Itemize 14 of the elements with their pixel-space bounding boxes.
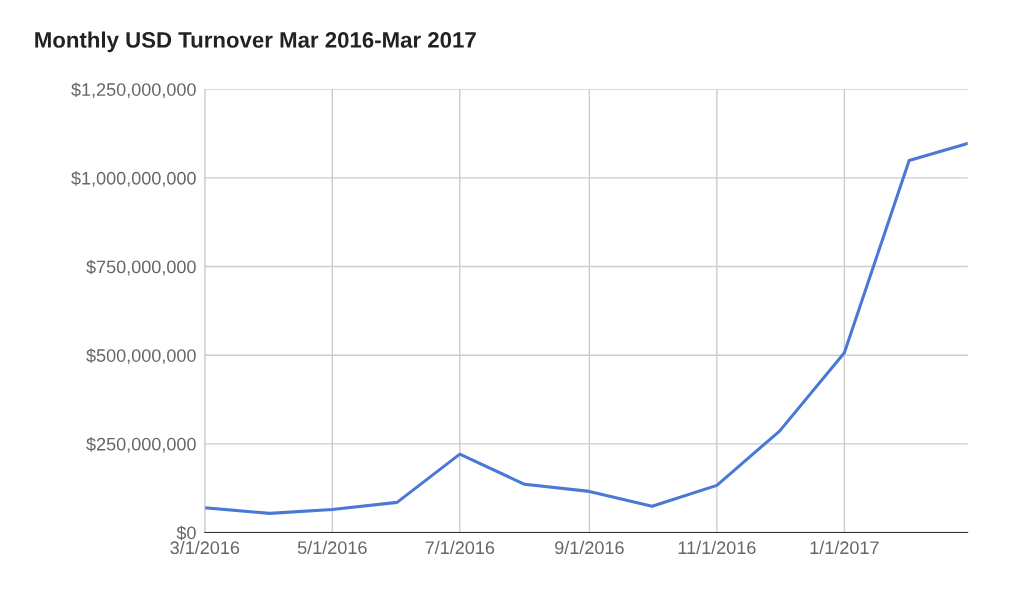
y-tick-label: $1,250,000,000 xyxy=(71,82,196,99)
y-tick-label: $750,000,000 xyxy=(86,259,196,276)
y-tick-label: $250,000,000 xyxy=(86,437,196,453)
x-tick-label: 9/1/2016 xyxy=(555,540,624,555)
x-tick-label: 3/1/2016 xyxy=(170,540,240,555)
x-tick-label: 7/1/2016 xyxy=(425,540,495,555)
x-tick-label: 5/1/2016 xyxy=(297,540,367,555)
line-series xyxy=(204,141,968,515)
y-tick-label: $1,000,000,000 xyxy=(71,171,196,187)
y-tick-label: $500,000,000 xyxy=(86,348,196,365)
x-tick-label: 11/1/2016 xyxy=(678,540,756,555)
x-tick-label: 1/1/2017 xyxy=(810,540,879,555)
y-tick-label: $0 xyxy=(176,525,196,541)
chart-title: Monthly USD Turnover Mar 2016-Mar 2017 xyxy=(35,31,476,53)
